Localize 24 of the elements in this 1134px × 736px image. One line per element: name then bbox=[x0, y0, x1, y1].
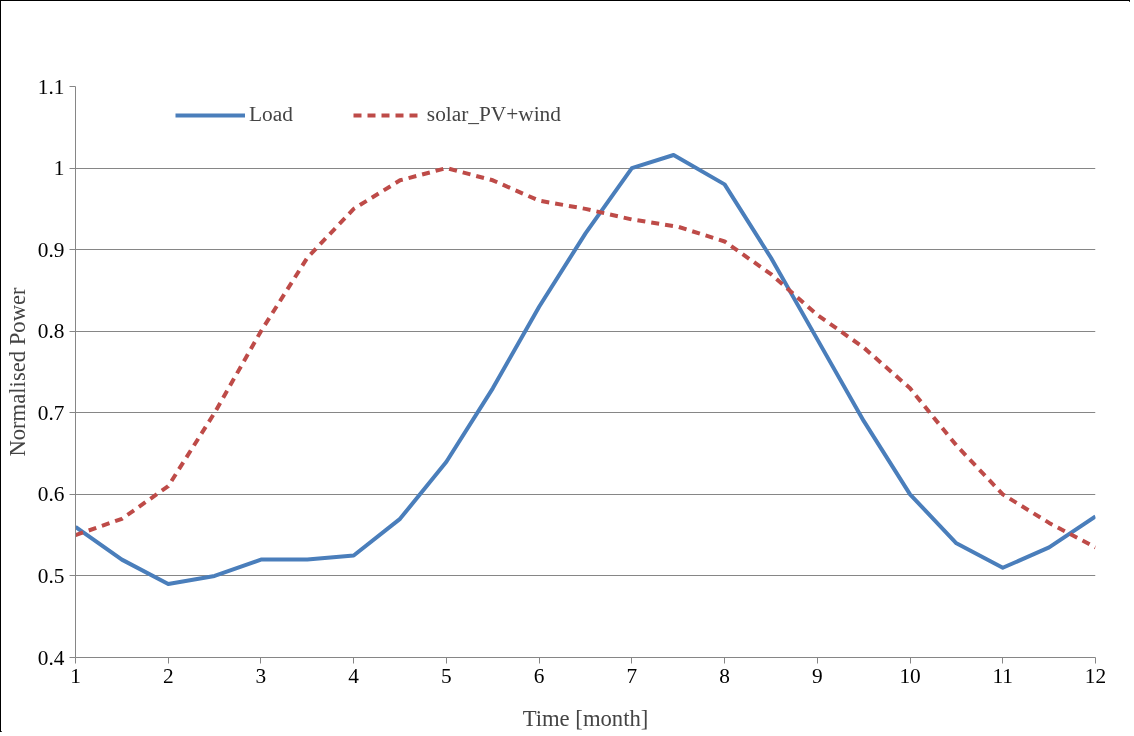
x-tick-label: 3 bbox=[255, 663, 267, 688]
y-tick-label: 0.4 bbox=[37, 645, 65, 670]
x-tick-label: 11 bbox=[992, 663, 1014, 688]
x-tick-label: 10 bbox=[899, 663, 921, 688]
x-tick-label: 12 bbox=[1084, 663, 1107, 688]
x-tick-label: 7 bbox=[626, 663, 638, 688]
legend-label: solar_PV+wind bbox=[426, 102, 561, 127]
x-tick-label: 9 bbox=[811, 663, 823, 688]
y-tick-label: 0.9 bbox=[37, 237, 65, 262]
x-tick-label: 2 bbox=[162, 663, 174, 688]
y-tick-label: 0.7 bbox=[37, 400, 65, 425]
y-tick-label: 0.6 bbox=[37, 482, 65, 507]
x-tick-label: 6 bbox=[533, 663, 545, 688]
y-tick-label: 0.8 bbox=[37, 319, 65, 344]
x-tick-label: 4 bbox=[348, 663, 360, 688]
y-tick-label: 1 bbox=[53, 156, 65, 181]
y-axis-title: Normalised Power bbox=[4, 286, 30, 457]
legend-label: Load bbox=[249, 102, 293, 127]
x-axis-title: Time [month] bbox=[522, 705, 649, 731]
x-tick-label: 5 bbox=[441, 663, 452, 688]
y-tick-label: 0.5 bbox=[37, 563, 65, 588]
y-tick-label: 1.1 bbox=[37, 74, 65, 99]
x-tick-label: 8 bbox=[719, 663, 730, 688]
x-tick-label: 1 bbox=[70, 663, 81, 688]
